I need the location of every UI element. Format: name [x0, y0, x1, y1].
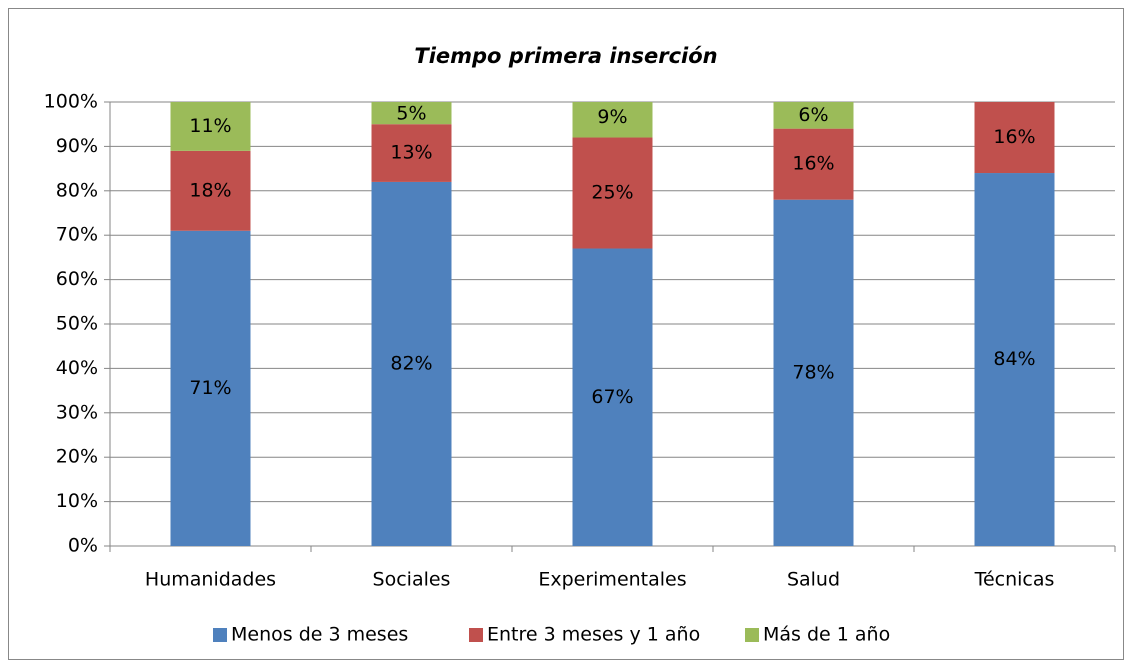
data-label: 13% — [390, 142, 432, 164]
y-tick-label: 70% — [56, 224, 98, 246]
bar-segment — [773, 128, 854, 200]
data-label: 82% — [390, 352, 432, 374]
data-label: 6% — [798, 104, 828, 126]
chart-title: Tiempo primera inserción — [414, 44, 717, 68]
bar-segment — [572, 102, 653, 138]
legend-marker — [745, 628, 759, 642]
bar-segment — [170, 102, 251, 151]
y-tick-label: 60% — [56, 268, 98, 290]
bar-segment — [974, 102, 1055, 174]
legend-label: Más de 1 año — [763, 624, 890, 646]
data-label: 25% — [591, 182, 633, 204]
data-label: 84% — [993, 348, 1035, 370]
y-tick-label: 10% — [56, 490, 98, 512]
y-tick-label: 30% — [56, 401, 98, 423]
bar-segment — [572, 137, 653, 249]
y-tick-label: 50% — [56, 313, 98, 335]
bar-segment — [773, 199, 854, 546]
x-tick-label: Técnicas — [974, 569, 1055, 591]
data-label: 16% — [792, 153, 834, 175]
x-tick-label: Salud — [787, 569, 840, 591]
legend-marker — [469, 628, 483, 642]
data-label: 18% — [189, 179, 231, 201]
labels: 0% 10% 20% 30% 40% 50% 60% 70% 80% 90% 100% Humanid… — [44, 91, 1055, 646]
legend-label: Menos de 3 meses — [231, 624, 408, 646]
bar-segment — [170, 150, 251, 231]
bars — [170, 102, 1055, 546]
data-label: 11% — [189, 115, 231, 137]
bar-segment — [773, 102, 854, 129]
y-tick-label: 0% — [68, 535, 98, 557]
x-tick-label: Sociales — [373, 569, 451, 591]
data-label: 67% — [591, 386, 633, 408]
data-label: 5% — [396, 103, 426, 125]
bar-segment — [371, 102, 452, 125]
y-tick-label: 40% — [56, 357, 98, 379]
y-tick-label: 90% — [56, 135, 98, 157]
bar-segment — [572, 248, 653, 546]
legend-label: Entre 3 meses y 1 año — [487, 624, 700, 646]
bar-segment — [371, 181, 452, 546]
x-tick-label: Humanidades — [145, 569, 276, 591]
y-tick-label: 100% — [44, 91, 98, 113]
legend-marker — [213, 628, 227, 642]
bar-segment — [371, 124, 452, 182]
y-tick-label: 20% — [56, 446, 98, 468]
data-label: 78% — [792, 361, 834, 383]
data-label: 16% — [993, 126, 1035, 148]
bar-segment — [974, 173, 1055, 546]
data-label: 9% — [597, 106, 627, 128]
data-label: 71% — [189, 377, 231, 399]
x-tick-label: Experimentales — [538, 569, 686, 591]
y-tick-label: 80% — [56, 179, 98, 201]
bar-segment — [170, 230, 251, 546]
